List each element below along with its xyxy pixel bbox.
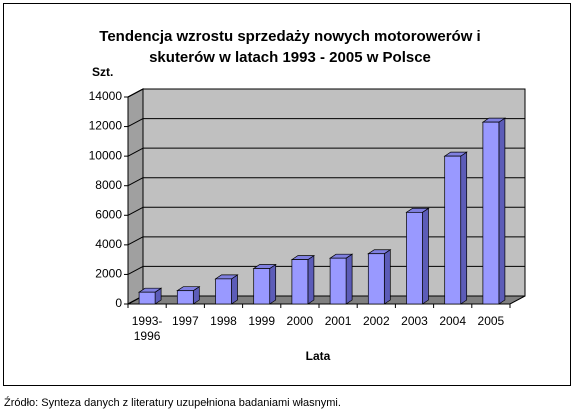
bar-side: [422, 207, 429, 305]
x-tick-label: 2005: [477, 314, 505, 328]
y-tick-label: 0: [115, 296, 122, 310]
bar: [138, 291, 156, 305]
x-tick-label: 2003: [401, 314, 428, 328]
y-tick-label: 8000: [95, 178, 122, 192]
bar-side: [460, 151, 468, 305]
bar-side: [383, 249, 391, 305]
bar: [215, 278, 232, 305]
source-note: Źródło: Synteza danych z literatury uzup…: [4, 396, 341, 409]
y-tick-label: 4000: [95, 237, 122, 251]
bar: [176, 290, 194, 305]
bar: [253, 268, 271, 305]
x-tick-label: 1997: [171, 314, 199, 328]
y-tick-label: 2000: [95, 267, 122, 281]
bar: [291, 259, 309, 305]
grid-line: [127, 147, 144, 157]
chart-title: Tendencja wzrostu sprzedaży nowych motor…: [99, 28, 481, 66]
x-tick-label: 1999: [248, 314, 276, 328]
side-wall: [127, 88, 144, 305]
x-tick-label: 2004: [439, 314, 467, 328]
bar: [444, 155, 462, 305]
bar-side: [231, 274, 238, 305]
y-tick-label: 6000: [95, 207, 122, 221]
y-tick-label: 10000: [89, 148, 123, 162]
bar: [329, 257, 347, 305]
grid-line: [127, 206, 144, 216]
x-axis-label: Lata: [306, 349, 331, 363]
grid-line: [127, 118, 144, 128]
grid-line: [127, 177, 144, 187]
x-tick-label: 1993-1996: [131, 314, 163, 343]
bar: [406, 211, 423, 305]
bar-side: [498, 117, 506, 305]
y-tick-label: 14000: [89, 89, 123, 103]
bar: [367, 253, 385, 305]
x-tick-label: 2000: [286, 314, 314, 328]
bar: [482, 121, 500, 305]
grid-line: [127, 265, 144, 275]
chart-border: [3, 3, 571, 386]
grid-line: [127, 88, 144, 98]
x-tick-label: 2001: [324, 314, 352, 328]
y-tick-label: 12000: [89, 119, 123, 133]
grid-line: [127, 236, 144, 246]
y-axis-label: Szt.: [92, 65, 113, 79]
x-tick-label: 1998: [210, 314, 237, 328]
bar-side: [269, 263, 277, 305]
bar-side: [345, 253, 353, 305]
bar-side: [307, 254, 315, 305]
x-tick-label: 2002: [362, 314, 390, 328]
